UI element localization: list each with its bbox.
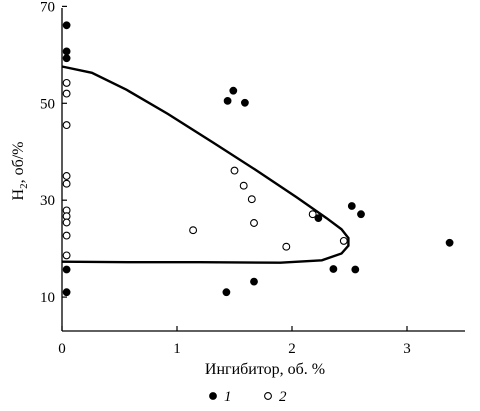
data-point-series-2 (62, 231, 71, 240)
y-axis-title-main: H (10, 188, 27, 200)
data-point-series-2 (230, 166, 239, 175)
data-point-series-1 (351, 265, 360, 274)
data-point-series-2 (62, 89, 71, 98)
data-point-series-1 (62, 21, 71, 30)
data-point-series-1 (229, 86, 238, 95)
data-point-series-2 (189, 226, 198, 235)
data-point-series-2 (308, 210, 317, 219)
data-point-series-2 (250, 219, 258, 227)
data-point-series-2 (62, 218, 71, 227)
data-point-series-1 (314, 214, 323, 223)
y-axis-title-subscript: 2 (18, 183, 30, 189)
data-point-series-2 (282, 242, 291, 251)
data-point-series-1 (62, 47, 71, 56)
data-point-series-1 (62, 288, 71, 297)
data-point-series-2 (62, 251, 71, 260)
data-point-series-1 (241, 98, 249, 107)
data-point-series-2 (339, 236, 348, 245)
y-tick-label: 10 (40, 290, 55, 306)
axes: 0 1 2 3 10 30 50 70 (40, 0, 465, 357)
y-axis-title: H2, об/% (10, 142, 30, 201)
data-point-series-2 (62, 179, 71, 188)
data-point-series-1 (223, 97, 232, 105)
data-point-series-1 (62, 54, 71, 63)
data-point-series-1 (329, 265, 338, 273)
data-point-series-1 (222, 288, 231, 297)
legend-label-1: 1 (224, 389, 232, 405)
x-tick-label: 2 (288, 341, 296, 357)
y-tick-label: 50 (40, 96, 55, 112)
ticks: 0 1 2 3 10 30 50 70 (40, 0, 411, 357)
data-point-series-1 (445, 238, 454, 247)
x-tick-label: 1 (173, 341, 181, 357)
y-tick-label: 30 (40, 193, 55, 209)
legend-label-2: 2 (279, 389, 287, 405)
data-point-series-1 (357, 210, 365, 219)
data-point-series-2 (247, 195, 256, 204)
data-point-series-2 (239, 181, 248, 190)
y-axis-title-rest: , об/% (10, 142, 27, 184)
legend-marker-1 (209, 392, 217, 400)
data-point-series-2 (62, 78, 71, 87)
x-tick-label: 3 (403, 341, 411, 357)
y-tick-label: 70 (40, 0, 55, 15)
x-tick-label: 0 (58, 341, 66, 357)
data-point-series-2 (62, 121, 71, 130)
data-point-series-1 (347, 202, 356, 210)
data-point-series-1 (250, 277, 258, 286)
x-axis-title: Ингибитор, об. % (205, 361, 325, 378)
data-point-series-2 (62, 172, 71, 180)
data-point-series-1 (62, 265, 71, 274)
plot-area (61, 21, 454, 297)
legend: 1 2 (209, 389, 287, 405)
legend-marker-2 (264, 392, 272, 400)
data-points (62, 21, 454, 297)
boundary-curve (61, 65, 350, 264)
